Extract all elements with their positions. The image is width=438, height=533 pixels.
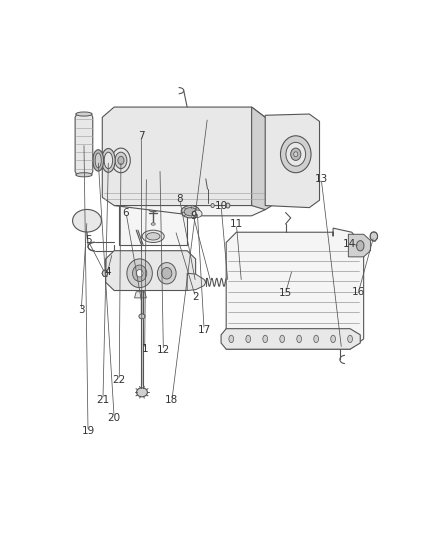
Text: 3: 3 [78,305,85,315]
Ellipse shape [158,166,162,171]
Polygon shape [114,197,265,216]
Text: 4: 4 [104,268,111,278]
Ellipse shape [115,152,127,168]
Text: 9: 9 [190,211,197,221]
Polygon shape [221,329,360,349]
Ellipse shape [73,209,102,232]
Text: 14: 14 [343,239,356,249]
Ellipse shape [163,183,170,191]
Text: 7: 7 [138,131,145,141]
Ellipse shape [331,335,336,343]
Polygon shape [75,114,93,175]
Ellipse shape [141,183,148,191]
Ellipse shape [193,210,202,217]
Text: 20: 20 [108,413,121,423]
Ellipse shape [102,270,108,277]
Ellipse shape [139,314,145,319]
Ellipse shape [246,335,251,343]
Ellipse shape [370,232,378,241]
Text: 2: 2 [192,292,199,302]
Text: 1: 1 [141,344,148,354]
Polygon shape [102,107,265,206]
Ellipse shape [142,230,164,243]
Ellipse shape [95,153,101,168]
Polygon shape [106,251,196,290]
Ellipse shape [76,112,92,116]
Ellipse shape [122,183,130,191]
Ellipse shape [184,207,197,216]
Ellipse shape [280,335,285,343]
Polygon shape [187,273,206,290]
Ellipse shape [149,207,157,212]
Text: 10: 10 [215,200,228,211]
Ellipse shape [181,206,200,218]
Bar [119,204,187,245]
Polygon shape [348,235,371,257]
Text: 5: 5 [85,236,92,245]
Ellipse shape [211,204,214,207]
Ellipse shape [146,232,160,240]
Text: 13: 13 [314,174,328,184]
Text: 18: 18 [165,395,179,406]
Ellipse shape [162,268,172,279]
Polygon shape [134,292,146,298]
Ellipse shape [291,148,301,160]
Polygon shape [251,107,279,209]
Polygon shape [226,228,364,349]
Ellipse shape [157,263,176,284]
Text: 19: 19 [81,426,95,437]
Ellipse shape [132,265,147,281]
Ellipse shape [229,335,233,343]
Ellipse shape [159,167,161,170]
Ellipse shape [226,203,230,208]
Ellipse shape [104,152,113,168]
Text: 15: 15 [279,288,292,298]
Ellipse shape [240,277,246,287]
Polygon shape [113,173,175,201]
Polygon shape [240,277,247,288]
Text: 8: 8 [177,195,183,204]
Ellipse shape [263,335,268,343]
Ellipse shape [136,270,143,277]
Ellipse shape [348,335,353,343]
Ellipse shape [118,156,124,165]
Polygon shape [265,114,320,207]
Ellipse shape [93,150,104,171]
Ellipse shape [286,142,306,166]
Text: 21: 21 [96,394,110,405]
Text: 6: 6 [123,207,129,217]
Ellipse shape [127,259,152,288]
Ellipse shape [102,149,115,172]
Ellipse shape [76,173,92,177]
Ellipse shape [297,335,301,343]
Ellipse shape [137,388,148,397]
Ellipse shape [280,136,311,173]
Ellipse shape [314,335,318,343]
Text: 12: 12 [157,345,170,356]
Ellipse shape [139,180,151,194]
Text: 11: 11 [230,219,243,229]
Ellipse shape [357,240,364,251]
Text: 16: 16 [352,287,365,297]
Text: 17: 17 [198,325,211,335]
Ellipse shape [294,152,298,157]
Ellipse shape [151,223,155,225]
Text: 22: 22 [113,375,126,385]
Ellipse shape [112,148,130,173]
